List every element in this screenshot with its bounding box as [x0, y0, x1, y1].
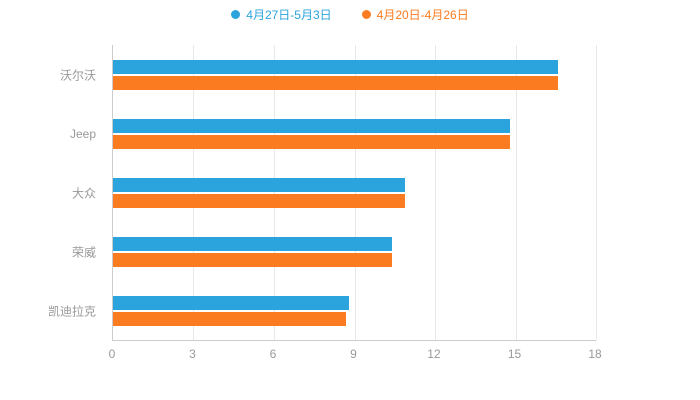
legend-item-series-1[interactable]: 4月20日-4月26日: [361, 6, 469, 23]
category-label: 大众: [71, 186, 96, 200]
bar-series-1-category-0: [113, 75, 559, 90]
legend-label: 4月27日-5月3日: [246, 8, 332, 22]
category-label: 凯迪拉克: [47, 304, 96, 318]
bar-series-0-category-2: [113, 177, 406, 192]
bar-series-1-category-4: [113, 311, 347, 326]
x-tick-label: 15: [507, 347, 522, 361]
legend-marker-icon: [361, 10, 371, 19]
x-tick-label: 12: [427, 347, 441, 361]
bar-series-0-category-1: [113, 118, 511, 133]
bar-series-1-category-1: [113, 134, 511, 149]
category-label: Jeep: [69, 126, 96, 141]
x-tick-label: 0: [108, 347, 116, 361]
y-axis-labels: 沃尔沃 Jeep 大众荣威凯迪拉克: [0, 45, 104, 340]
category-label: 荣威: [71, 245, 96, 259]
x-tick-label: 18: [588, 347, 602, 361]
bar-series-0-category-4: [113, 295, 350, 310]
gridline: [515, 45, 517, 340]
legend-label: 4月20日-4月26日: [376, 8, 469, 22]
gridline: [596, 45, 597, 340]
legend-marker-icon: [231, 10, 241, 19]
category-label: 沃尔沃: [59, 68, 96, 82]
gridline: [354, 45, 356, 340]
gridline: [273, 45, 275, 340]
legend-item-series-0[interactable]: 4月27日-5月3日: [231, 6, 332, 23]
chart-legend: 4月27日-5月3日 4月20日-4月26日: [0, 6, 700, 23]
bar-series-0-category-3: [113, 236, 393, 251]
plot-area: [112, 45, 597, 341]
x-tick-label: 6: [269, 347, 277, 361]
bar-series-0-category-0: [113, 59, 559, 74]
x-tick-label: 9: [350, 347, 357, 361]
gridline: [193, 45, 195, 340]
gridline: [434, 45, 436, 340]
x-tick-label: 3: [189, 347, 196, 361]
x-axis-tick-labels: 0 3 6 9 12 15 18: [108, 347, 602, 363]
bar-series-1-category-3: [113, 252, 393, 267]
bar-series-1-category-2: [113, 193, 406, 208]
